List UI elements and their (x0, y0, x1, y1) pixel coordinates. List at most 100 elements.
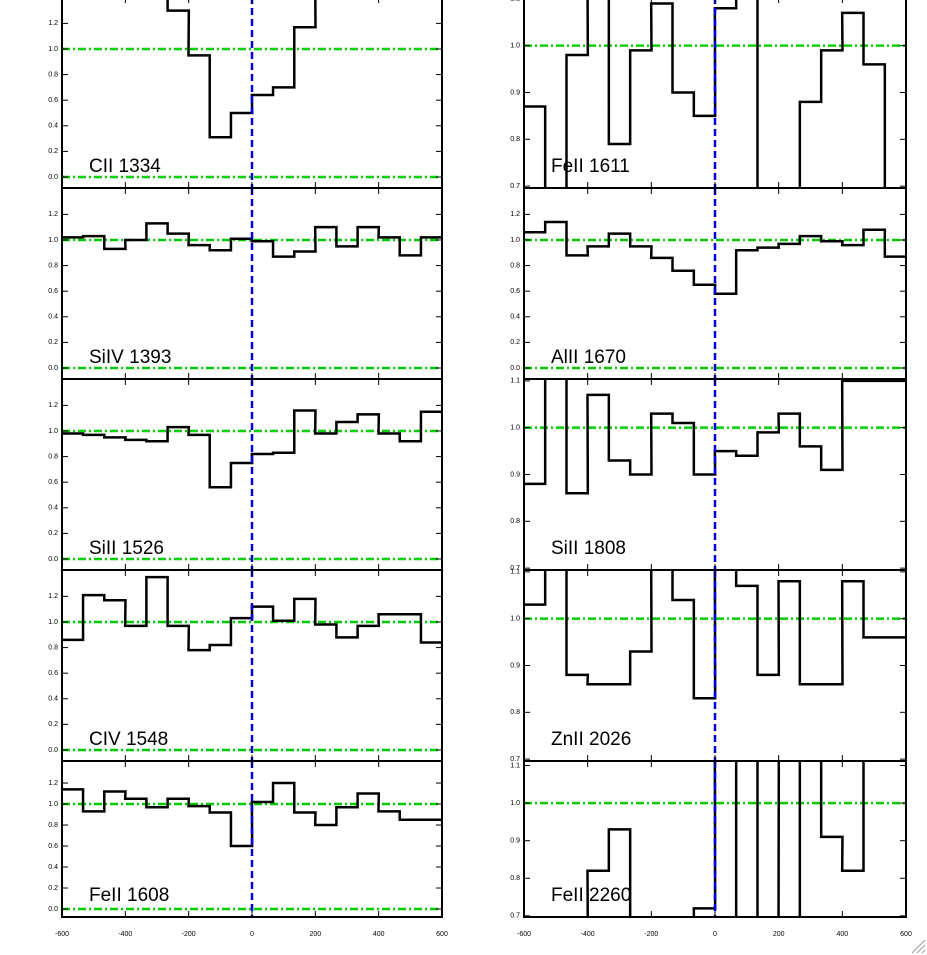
y-tick-label: 0.4 (48, 123, 58, 130)
plot-area (62, 188, 442, 379)
y-tick-label: 0.2 (48, 530, 58, 537)
panel: 0.0 0.2 0.4 0.6 0.8 1.0 1.2 AlII 1670 (510, 187, 907, 380)
plot-area (524, 379, 906, 570)
y-tick-label: 1.0 (48, 237, 58, 244)
y-tick-label: 0.8 (510, 875, 520, 882)
y-tick-label: 0.4 (510, 314, 520, 321)
x-tick-label: 0 (250, 931, 254, 938)
resize-grip (911, 939, 926, 954)
panel: 0.7 0.8 0.9 1.0 1.1 SiII 1808 (510, 378, 907, 572)
spectrum-line (62, 222, 442, 258)
y-tick-label: 1.2 (48, 402, 58, 409)
y-tick-label: 0.7 (510, 565, 520, 572)
spectrum-line (524, 0, 887, 188)
y-tick-label: 0.9 (510, 471, 520, 478)
x-tick-label: 400 (373, 931, 385, 938)
y-tick-label: 0.4 (48, 505, 58, 512)
x-tick-label: 200 (773, 931, 785, 938)
y-tick-label: 0.2 (48, 885, 58, 892)
y-tick-label: 1.2 (48, 780, 58, 787)
y-tick-label: 0.0 (510, 365, 520, 372)
y-tick-label: 1.0 (510, 237, 520, 244)
y-tick-label: 0.8 (48, 453, 58, 460)
plot-area (62, 0, 442, 188)
y-tick-label: 0.9 (510, 662, 520, 669)
panel: 0.7 0.8 0.9 1.0 1.1 ZnII 2026 (510, 569, 907, 763)
spectrum-line (586, 761, 865, 917)
y-tick-label: 1.1 (510, 378, 520, 385)
x-tick-label: -200 (644, 931, 658, 938)
plot-area (524, 570, 906, 761)
plot-area (62, 570, 442, 761)
panel: 0.7 0.8 0.9 1.0 1.1 -600 -400 -200 0 200 400 600 FeI… (510, 760, 912, 938)
x-tick-label: -600 (517, 931, 531, 938)
y-tick-label: 1.0 (510, 43, 520, 50)
y-tick-label: 0.8 (510, 136, 520, 143)
y-tick-label: 0.0 (48, 174, 58, 181)
y-tick-label: 1.2 (48, 593, 58, 600)
y-tick-label: 0.6 (48, 479, 58, 486)
y-tick-label: 1.2 (510, 211, 520, 218)
y-tick-label: 0.6 (510, 288, 520, 295)
y-tick-label: 0.0 (48, 556, 58, 563)
y-tick-label: 1.0 (48, 428, 58, 435)
y-tick-label: 0.2 (510, 339, 520, 346)
y-tick-label: 0.8 (48, 71, 58, 78)
species-label: ZnII 2026 (551, 729, 631, 750)
y-tick-label: 0.8 (48, 644, 58, 651)
y-tick-label: 0.0 (48, 365, 58, 372)
species-label: SiII 1526 (89, 538, 164, 559)
y-tick-label: 0.9 (510, 89, 520, 96)
spectrum-line (524, 379, 906, 495)
x-tick-label: 600 (900, 931, 912, 938)
y-tick-label: 1.0 (510, 616, 520, 623)
y-tick-label: 0.7 (510, 756, 520, 763)
x-tick-label: 600 (436, 931, 448, 938)
y-tick-label: 0.7 (510, 913, 520, 920)
spectrum-line (524, 570, 906, 700)
y-tick-label: 0.4 (48, 314, 58, 321)
y-tick-label: 1.1 (510, 762, 520, 769)
y-tick-label: 0.8 (48, 262, 58, 269)
y-tick-label: 0.6 (48, 97, 58, 104)
y-tick-label: 0.8 (510, 262, 520, 269)
plot-area (524, 761, 906, 917)
species-label: CII 1334 (89, 156, 161, 177)
y-tick-label: 1.0 (48, 619, 58, 626)
plot-area (524, 188, 906, 379)
species-label: FeII 1608 (89, 885, 169, 906)
y-tick-label: 0.8 (510, 709, 520, 716)
x-tick-label: 200 (309, 931, 321, 938)
species-label: FeII 1611 (551, 156, 630, 177)
species-label: SiII 1808 (551, 538, 626, 559)
panel: 0.0 0.2 0.4 0.6 0.8 1.0 1.2 SiII 1526 (48, 378, 443, 571)
y-tick-label: 0.2 (48, 721, 58, 728)
y-tick-label: 0.0 (48, 906, 58, 913)
y-tick-label: 1.2 (48, 20, 58, 27)
panel: 0.0 0.2 0.4 0.6 0.8 1.0 1.2 -600 -400 -200 0 200 400… (48, 760, 448, 938)
y-tick-label: 0.6 (48, 843, 58, 850)
x-tick-label: -600 (55, 931, 69, 938)
y-tick-label: 1.0 (510, 800, 520, 807)
y-tick-label: 0.9 (510, 838, 520, 845)
panel: 0.0 0.2 0.4 0.6 0.8 1.0 1.2 SiIV 1393 (48, 187, 443, 380)
y-tick-label: 1.1 (510, 569, 520, 576)
species-label: SiIV 1393 (89, 347, 171, 368)
plot-area (62, 379, 442, 570)
panel: 0.7 0.8 0.9 1.0 1.1 FeII 1611 (510, 0, 907, 190)
y-tick-label: 0.8 (48, 822, 58, 829)
y-tick-label: 0.2 (48, 339, 58, 346)
x-tick-label: -400 (118, 931, 132, 938)
y-tick-label: 0.6 (48, 670, 58, 677)
y-tick-label: 1.0 (48, 46, 58, 53)
y-tick-label: 0.4 (48, 696, 58, 703)
y-tick-label: 0.8 (510, 518, 520, 525)
x-tick-label: -400 (581, 931, 595, 938)
y-tick-label: 0.2 (48, 148, 58, 155)
x-tick-label: 0 (713, 931, 717, 938)
y-tick-label: 0.4 (48, 864, 58, 871)
plot-area (62, 761, 442, 917)
panel: 0.0 0.2 0.4 0.6 0.8 1.0 1.2 CII 1334 (48, 0, 443, 189)
spectrum-line (62, 781, 442, 848)
